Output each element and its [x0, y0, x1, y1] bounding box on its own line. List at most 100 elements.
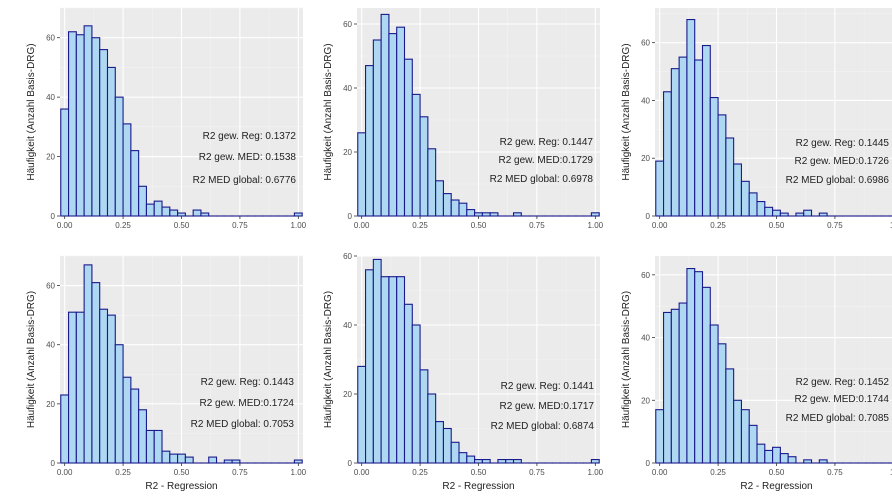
x-tick-label: 0.75: [827, 221, 843, 230]
histogram-bar: [450, 199, 460, 217]
y-tick-label: 20: [343, 148, 352, 157]
histogram-bar: [427, 393, 437, 464]
y-tick-label: 60: [46, 282, 55, 291]
r2-annotation: R2 MED global: 0.7085: [786, 413, 890, 424]
x-tick-label: 0.25: [412, 221, 428, 230]
histogram-bar: [772, 209, 781, 217]
r2-annotation: R2 MED global: 0.6874: [491, 421, 595, 432]
histogram-bar: [512, 458, 522, 464]
histogram-bar: [803, 209, 813, 217]
histogram-bar: [740, 409, 750, 464]
histogram-bar: [435, 421, 444, 464]
histogram-bar: [725, 137, 735, 217]
histogram-bar: [818, 459, 828, 464]
histogram-bar: [803, 459, 813, 464]
histogram-bar: [99, 49, 109, 217]
histogram-bar: [411, 324, 421, 464]
y-tick-label: 20: [46, 153, 55, 162]
histogram-bar: [169, 453, 179, 464]
histogram-bar: [590, 458, 600, 464]
y-tick-label: 60: [641, 271, 650, 280]
histogram-bar: [756, 443, 766, 464]
histogram-bar: [145, 429, 155, 464]
histogram-bar: [717, 343, 727, 464]
histogram-bar: [590, 212, 600, 217]
r2-annotation: R2 gew. MED:0.1724: [200, 398, 295, 409]
x-tick-label: 0.75: [232, 221, 248, 230]
r2-annotation: R2 gew. MED:0.1744: [795, 394, 890, 405]
histogram-bar: [130, 150, 140, 217]
histogram-bar: [466, 455, 476, 464]
histogram-bar: [161, 206, 171, 217]
r2-annotation: R2 gew. MED:0.1717: [500, 401, 595, 412]
y-tick-label: 20: [46, 400, 55, 409]
r2-annotation: R2 MED global: 0.6978: [490, 174, 594, 185]
histogram-bar: [411, 93, 421, 217]
x-tick-label: 0.50: [769, 221, 785, 230]
y-tick-label: 40: [46, 93, 55, 102]
histogram-bar: [670, 68, 680, 217]
y-tick-label: 60: [46, 34, 55, 43]
r2-annotation: R2 MED global: 0.7053: [191, 419, 295, 430]
histogram-bar: [748, 192, 758, 217]
x-tick-label: 0.00: [57, 468, 73, 477]
x-tick-label: 0.00: [652, 468, 668, 477]
y-tick-label: 20: [641, 396, 650, 405]
histogram-bar: [68, 31, 77, 217]
histogram-bar: [388, 276, 398, 464]
histogram-bar: [481, 212, 491, 217]
y-tick-label: 40: [641, 96, 650, 105]
histogram-bar: [75, 311, 85, 464]
y-tick-label: 0: [51, 212, 56, 221]
histogram-bar: [83, 25, 93, 217]
r2-annotation: R2 gew. Reg: 0.1372: [203, 131, 297, 142]
x-tick-label: 0.50: [174, 468, 190, 477]
x-tick-label: 0.75: [529, 468, 545, 477]
histogram-bar: [466, 209, 476, 217]
y-tick-label: 40: [343, 321, 352, 330]
histogram-bar: [122, 123, 132, 217]
r2-annotation: R2 gew. Reg: 0.1443: [201, 377, 295, 388]
histogram-bar: [83, 264, 93, 464]
y-tick-label: 20: [641, 154, 650, 163]
histogram-bar: [419, 369, 429, 464]
histogram-bar: [145, 203, 155, 217]
histogram-bar: [442, 193, 452, 217]
x-tick-label: 1.00: [588, 221, 604, 230]
r2-annotation: R2 MED global: 0.6776: [193, 175, 297, 186]
histogram-bar: [161, 450, 171, 464]
histogram-bar: [772, 446, 781, 464]
y-tick-label: 0: [646, 212, 651, 221]
histogram-bar: [474, 212, 483, 217]
histogram-bar: [380, 13, 390, 217]
y-axis-label: Häufigkeit (Anzahl Basis-DRG): [26, 43, 37, 180]
histogram-bar: [694, 59, 704, 217]
histogram-bar: [458, 452, 468, 464]
histogram-bar: [184, 456, 194, 464]
histogram-bar: [122, 376, 132, 464]
histogram-bar: [764, 449, 774, 464]
y-tick-label: 60: [641, 39, 650, 48]
histogram-bar: [497, 458, 507, 464]
y-tick-label: 40: [46, 341, 55, 350]
histogram-bar: [709, 97, 719, 217]
histogram-bar: [357, 365, 367, 464]
histogram-bar: [138, 409, 147, 464]
histogram-bar: [701, 286, 711, 464]
x-tick-label: 0.25: [710, 468, 726, 477]
r2-annotation: R2 gew. MED:0.1729: [499, 155, 594, 166]
histogram-bar: [655, 409, 665, 464]
histogram-bar: [686, 267, 696, 464]
x-tick-label: 0.50: [769, 468, 785, 477]
histogram-bar: [372, 258, 382, 464]
histogram-bar: [114, 344, 124, 464]
histogram-bar: [779, 453, 789, 464]
histogram-bar: [153, 200, 163, 217]
histogram-bar: [192, 209, 202, 217]
histogram-bar: [818, 212, 828, 217]
histogram-bar: [372, 39, 382, 217]
histogram-bar: [779, 212, 789, 217]
histogram-bar: [60, 108, 70, 217]
